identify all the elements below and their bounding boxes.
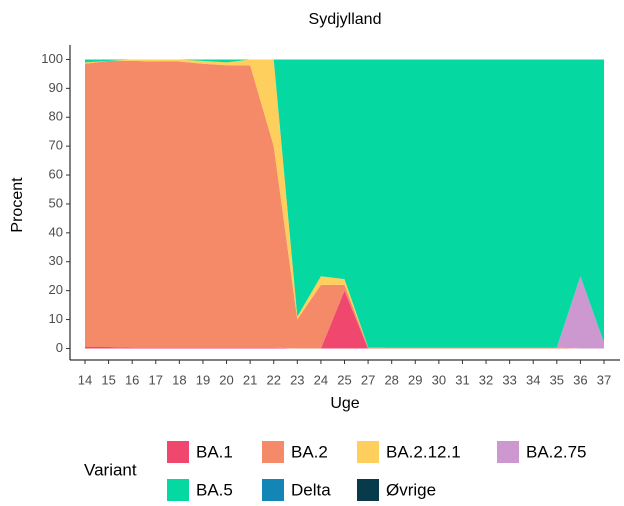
y-tick-label: 50	[49, 195, 63, 210]
legend-swatch	[357, 441, 379, 463]
x-tick-label: 20	[219, 372, 233, 387]
y-tick-label: 60	[49, 166, 63, 181]
legend-swatch	[497, 441, 519, 463]
legend-label: BA.2.75	[526, 442, 587, 461]
y-axis-label: Procent	[9, 177, 26, 233]
x-tick-label: 25	[337, 372, 351, 387]
x-tick-label: 30	[432, 372, 446, 387]
x-tick-label: 28	[384, 372, 398, 387]
y-tick-label: 80	[49, 109, 63, 124]
x-tick-label: 34	[526, 372, 540, 387]
area	[85, 59, 604, 348]
area	[85, 60, 604, 349]
y-tick-label: 70	[49, 138, 63, 153]
y-tick-label: 40	[49, 224, 63, 239]
legend-swatch	[262, 441, 284, 463]
x-tick-label: 37	[597, 372, 611, 387]
x-tick-label: 24	[314, 372, 328, 387]
legend-label: BA.5	[196, 480, 233, 499]
y-tick-label: 20	[49, 282, 63, 297]
x-tick-label: 17	[149, 372, 163, 387]
y-tick-label: 10	[49, 311, 63, 326]
legend-swatch	[357, 479, 379, 501]
x-tick-label: 32	[479, 372, 493, 387]
x-tick-label: 16	[125, 372, 139, 387]
legend-swatch	[262, 479, 284, 501]
legend-label: Delta	[291, 480, 331, 499]
area	[85, 290, 604, 349]
x-tick-label: 14	[78, 372, 92, 387]
legend-swatch	[167, 479, 189, 501]
x-tick-label: 21	[243, 372, 257, 387]
x-tick-label: 36	[573, 372, 587, 387]
x-tick-label: 15	[101, 372, 115, 387]
x-axis-label: Uge	[330, 395, 359, 412]
y-tick-label: 90	[49, 80, 63, 95]
x-tick-label: 31	[455, 372, 469, 387]
x-tick-label: 35	[550, 372, 564, 387]
legend-label: BA.2	[291, 442, 328, 461]
x-tick-label: 23	[290, 372, 304, 387]
x-tick-label: 29	[408, 372, 422, 387]
y-tick-label: 0	[56, 340, 63, 355]
x-tick-label: 27	[361, 372, 375, 387]
x-tick-label: 19	[196, 372, 210, 387]
legend-label: BA.2.12.1	[386, 442, 461, 461]
y-tick-label: 100	[41, 51, 63, 66]
x-tick-label: 33	[502, 372, 516, 387]
legend-label: BA.1	[196, 442, 233, 461]
x-tick-label: 18	[172, 372, 186, 387]
x-tick-label: 22	[266, 372, 280, 387]
y-tick-label: 30	[49, 253, 63, 268]
chart-title: Sydjylland	[309, 11, 382, 28]
legend-swatch	[167, 441, 189, 463]
legend-title: Variant	[84, 460, 137, 479]
legend-label: Øvrige	[386, 480, 436, 499]
